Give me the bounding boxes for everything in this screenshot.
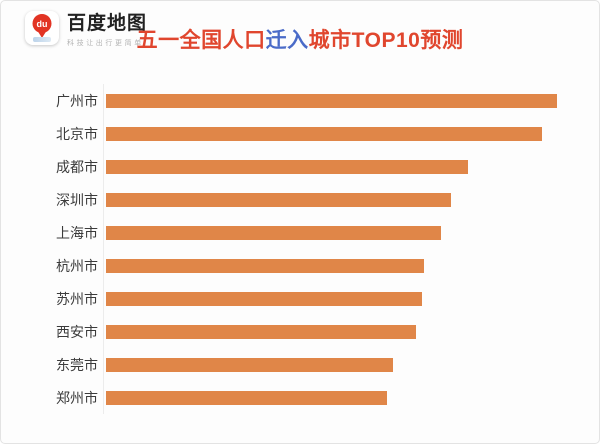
baidu-maps-pin-icon: du xyxy=(25,11,59,45)
category-label: 北京市 xyxy=(56,125,98,142)
bar-track xyxy=(103,348,558,381)
page-title: 五一全国人口迁入城市TOP10预测 xyxy=(137,24,464,54)
baidu-maps-logo: du 百度地图 科技让出行更简单 xyxy=(25,11,147,48)
logo-text: 百度地图 科技让出行更简单 xyxy=(67,11,147,48)
bar xyxy=(106,291,422,306)
chart-row: 杭州市 xyxy=(25,249,558,282)
bar xyxy=(106,126,542,141)
bar xyxy=(106,357,393,372)
bar xyxy=(106,324,416,339)
category-label: 郑州市 xyxy=(56,389,98,406)
bar-track xyxy=(103,150,558,183)
category-label: 广州市 xyxy=(56,92,98,109)
chart-row: 西安市 xyxy=(25,315,558,348)
brand-slogan: 科技让出行更简单 xyxy=(67,40,144,47)
bar-chart: 广州市北京市成都市深圳市上海市杭州市苏州市西安市东莞市郑州市 xyxy=(25,84,558,414)
category-label: 东莞市 xyxy=(56,356,98,373)
map-pin-icon: du xyxy=(32,14,52,33)
chart-row: 成都市 xyxy=(25,150,558,183)
bar-track xyxy=(103,249,558,282)
bar xyxy=(106,159,468,174)
brand-name: 百度地图 xyxy=(67,13,148,34)
category-label: 杭州市 xyxy=(56,257,98,274)
category-label: 西安市 xyxy=(56,323,98,340)
chart-row: 深圳市 xyxy=(25,183,558,216)
bar-track xyxy=(103,315,558,348)
bar xyxy=(106,192,451,207)
chart-row: 东莞市 xyxy=(25,348,558,381)
category-label: 深圳市 xyxy=(56,191,98,208)
map-pin-base xyxy=(33,37,51,42)
title-prefix: 五一全国人口 xyxy=(136,29,266,52)
bar xyxy=(106,225,441,240)
bar xyxy=(106,93,557,108)
bar-track xyxy=(103,117,558,150)
bar-track xyxy=(103,282,558,315)
chart-row: 苏州市 xyxy=(25,282,558,315)
title-highlight: 迁入 xyxy=(265,29,309,52)
map-pin-tip xyxy=(37,30,47,38)
pin-label: du xyxy=(36,18,48,29)
header: du 百度地图 科技让出行更简单 五一全国人口迁入城市TOP10预测 xyxy=(1,1,599,73)
chart-row: 上海市 xyxy=(25,216,558,249)
category-label: 苏州市 xyxy=(56,290,98,307)
category-label: 成都市 xyxy=(56,158,98,175)
chart-row: 北京市 xyxy=(25,117,558,150)
bar-track xyxy=(103,216,558,249)
bar-track xyxy=(103,183,558,216)
chart-row: 广州市 xyxy=(25,84,558,117)
bar-track xyxy=(103,84,558,117)
bar-track xyxy=(103,381,558,414)
category-label: 上海市 xyxy=(56,224,98,241)
title-suffix: 城市TOP10预测 xyxy=(308,29,464,52)
bar xyxy=(106,258,424,273)
bar xyxy=(106,390,387,405)
chart-row: 郑州市 xyxy=(25,381,558,414)
